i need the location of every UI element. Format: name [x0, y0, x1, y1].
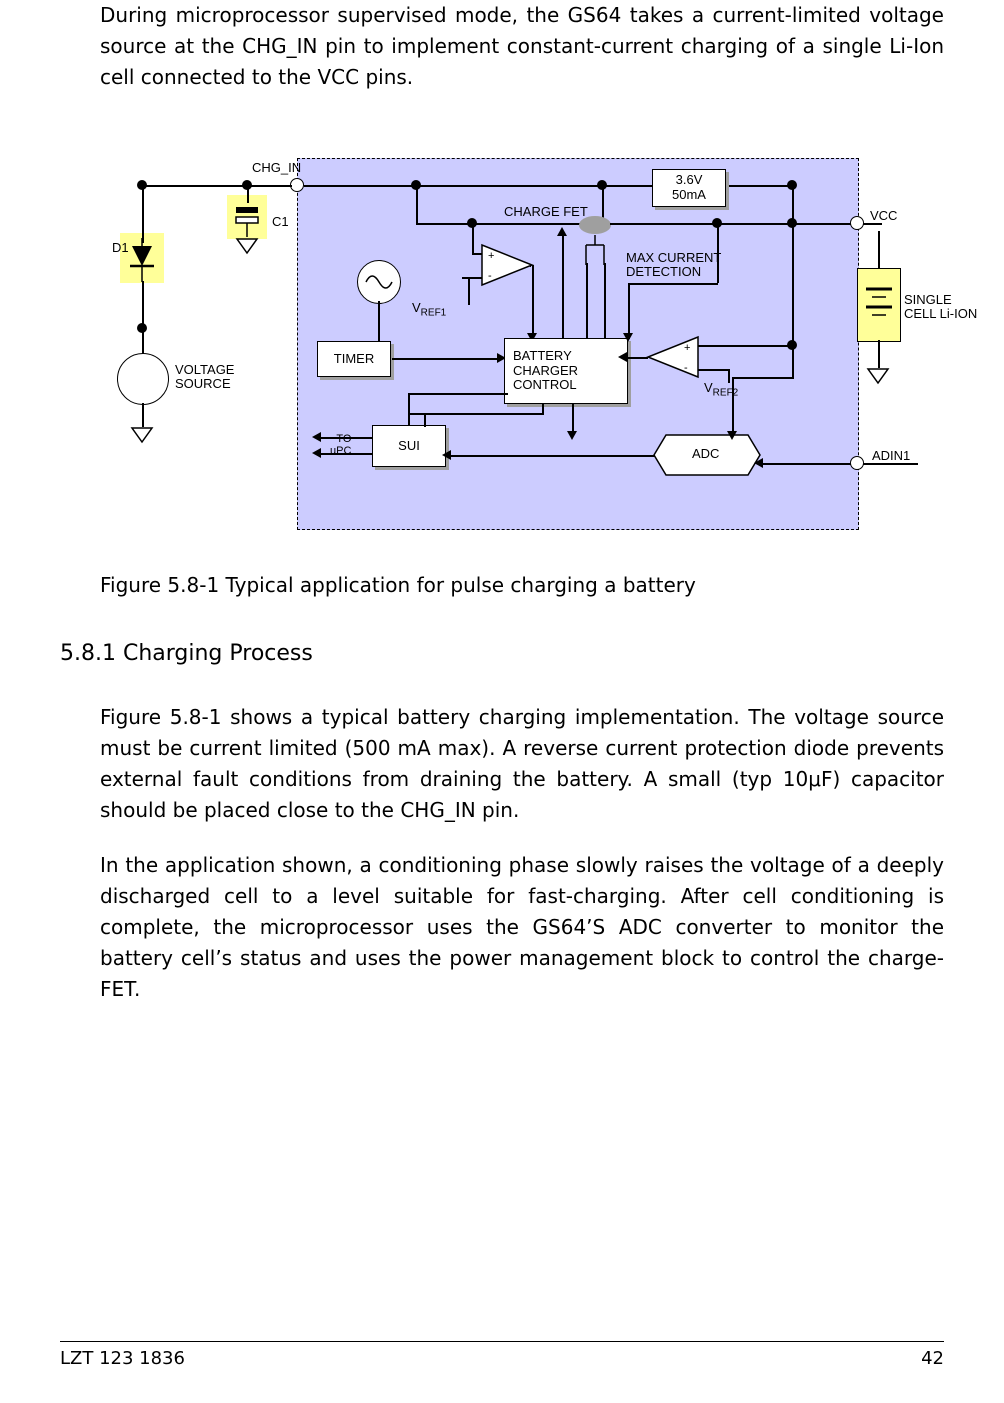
ground-icon	[866, 367, 890, 385]
diode-d1	[128, 238, 156, 285]
svg-text:-: -	[684, 362, 688, 374]
svg-text:-: -	[488, 270, 492, 282]
timer-block: TIMER	[317, 341, 391, 377]
figure-caption: Figure 5.8-1 Typical application for pul…	[60, 573, 944, 597]
ground-icon	[130, 426, 154, 444]
c1-label: C1	[272, 215, 289, 229]
voltage-source	[117, 353, 169, 405]
footer-doc-id: LZT 123 1836	[60, 1348, 185, 1369]
vcc-label: VCC	[870, 209, 897, 223]
charge-fet-label: CHARGE FET	[504, 205, 588, 219]
page-footer: LZT 123 1836 42	[60, 1341, 944, 1369]
timer-oscillator	[357, 260, 401, 304]
d1-label: D1	[112, 241, 129, 255]
battery-charger-control: BATTERY CHARGER CONTROL	[504, 338, 628, 404]
adin1-label: ADIN1	[872, 449, 910, 463]
sui-block: SUI	[372, 425, 446, 467]
paragraph-1: Figure 5.8-1 shows a typical battery cha…	[60, 702, 944, 826]
paragraph-2: In the application shown, a conditioning…	[60, 850, 944, 1005]
section-heading: 5.8.1 Charging Process	[60, 641, 944, 666]
footer-page-number: 42	[921, 1348, 944, 1369]
regulator-block: 3.6V 50mA	[652, 169, 726, 207]
capacitor-c1	[232, 203, 262, 240]
svg-text:+: +	[488, 250, 494, 262]
chg-in-label: CHG_IN	[252, 161, 301, 175]
adc-label: ADC	[692, 447, 719, 461]
vref1-label: VREF1	[412, 301, 446, 319]
vcc-pin	[850, 216, 864, 230]
battery-cell	[857, 268, 901, 342]
svg-text:+: +	[684, 342, 690, 354]
chg-in-pin	[290, 178, 304, 192]
single-cell-label: SINGLE CELL Li-ION	[904, 293, 977, 322]
max-current-label: MAX CURRENT DETECTION	[626, 251, 721, 280]
ground-icon	[235, 237, 259, 255]
comparator-2: + -	[644, 335, 700, 379]
intro-paragraph: During microprocessor supervised mode, t…	[60, 0, 944, 93]
figure-5-8-1: CHG_IN D1 C1 VOLTAGE SOURCE	[72, 123, 932, 533]
charge-fet	[579, 216, 611, 234]
voltage-source-label: VOLTAGE SOURCE	[175, 363, 234, 392]
comparator-1: + -	[480, 243, 536, 287]
adin1-pin	[850, 456, 864, 470]
